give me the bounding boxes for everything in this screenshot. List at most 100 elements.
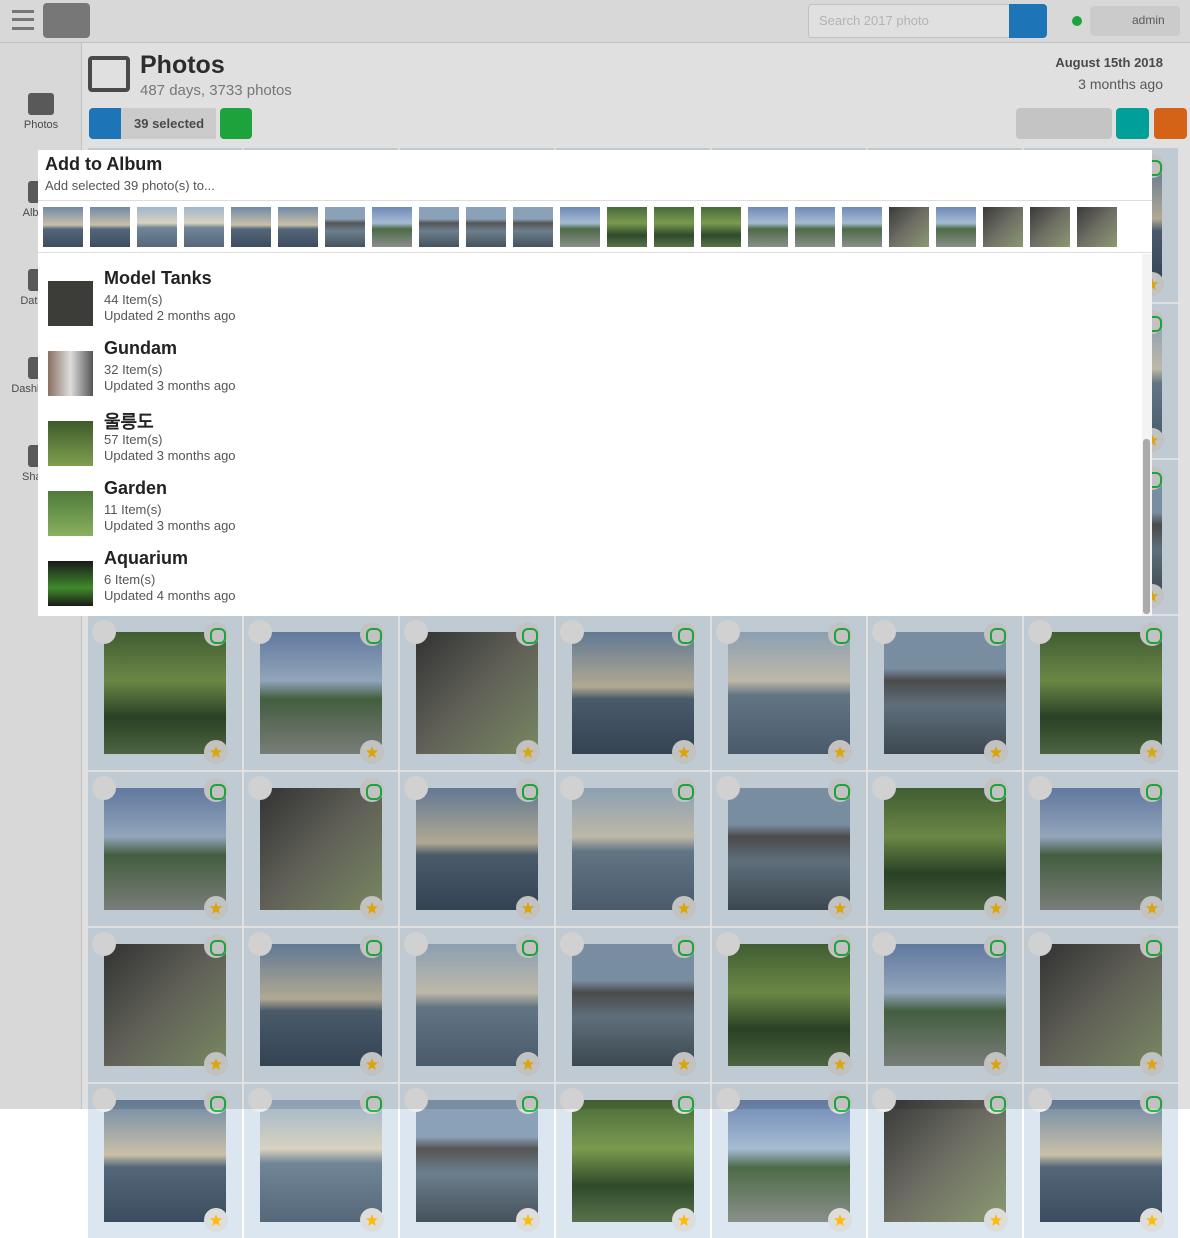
favorite-star[interactable] <box>984 740 1008 764</box>
favorite-star[interactable] <box>1140 740 1164 764</box>
sidebar-item[interactable]: Photos <box>0 93 82 131</box>
favorite-star[interactable] <box>672 896 696 920</box>
favorite-star[interactable] <box>672 1052 696 1076</box>
public-icon[interactable] <box>516 778 540 802</box>
view-toggle[interactable] <box>1016 108 1112 139</box>
photo-tile[interactable] <box>712 928 866 1082</box>
select-check[interactable] <box>248 776 272 800</box>
favorite-star[interactable] <box>1140 896 1164 920</box>
user-menu[interactable]: admin <box>1090 6 1180 36</box>
public-icon[interactable] <box>360 778 384 802</box>
album-item[interactable]: Aquarium 6 Item(s) Updated 4 months ago <box>48 548 648 618</box>
photo-tile[interactable] <box>88 928 242 1082</box>
public-icon[interactable] <box>1140 778 1164 802</box>
photo-tile[interactable] <box>1024 772 1178 926</box>
select-check[interactable] <box>872 776 896 800</box>
public-icon[interactable] <box>1140 622 1164 646</box>
select-check[interactable] <box>716 1088 740 1112</box>
select-all-button[interactable] <box>89 108 121 139</box>
photo-tile[interactable] <box>556 772 710 926</box>
select-check[interactable] <box>560 620 584 644</box>
select-check[interactable] <box>248 620 272 644</box>
logo[interactable] <box>43 3 90 38</box>
photo-tile[interactable] <box>1024 616 1178 770</box>
favorite-star[interactable] <box>360 896 384 920</box>
favorite-star[interactable] <box>204 1208 228 1232</box>
favorite-star[interactable] <box>360 740 384 764</box>
favorite-star[interactable] <box>360 1208 384 1232</box>
favorite-star[interactable] <box>204 740 228 764</box>
select-check[interactable] <box>716 932 740 956</box>
favorite-star[interactable] <box>672 1208 696 1232</box>
photo-tile[interactable] <box>712 616 866 770</box>
select-check[interactable] <box>872 1088 896 1112</box>
select-check[interactable] <box>560 932 584 956</box>
add-button[interactable] <box>1116 108 1149 139</box>
photo-tile[interactable] <box>1024 928 1178 1082</box>
favorite-star[interactable] <box>828 740 852 764</box>
public-icon[interactable] <box>204 622 228 646</box>
public-icon[interactable] <box>204 934 228 958</box>
photo-tile[interactable] <box>868 616 1022 770</box>
public-icon[interactable] <box>672 934 696 958</box>
select-check[interactable] <box>92 620 116 644</box>
album-item[interactable]: Garden 11 Item(s) Updated 3 months ago <box>48 478 648 548</box>
more-button[interactable] <box>1154 108 1187 139</box>
select-check[interactable] <box>872 620 896 644</box>
share-button[interactable] <box>220 108 252 139</box>
select-check[interactable] <box>716 620 740 644</box>
public-icon[interactable] <box>516 622 540 646</box>
select-check[interactable] <box>248 1088 272 1112</box>
select-check[interactable] <box>404 1088 428 1112</box>
favorite-star[interactable] <box>828 1052 852 1076</box>
select-check[interactable] <box>404 932 428 956</box>
photo-tile[interactable] <box>88 616 242 770</box>
select-check[interactable] <box>560 776 584 800</box>
favorite-star[interactable] <box>516 740 540 764</box>
photo-tile[interactable] <box>400 772 554 926</box>
public-icon[interactable] <box>984 778 1008 802</box>
select-check[interactable] <box>404 620 428 644</box>
public-icon[interactable] <box>672 622 696 646</box>
select-check[interactable] <box>92 932 116 956</box>
photo-tile[interactable] <box>88 772 242 926</box>
select-check[interactable] <box>716 776 740 800</box>
album-item[interactable]: Gundam 32 Item(s) Updated 3 months ago <box>48 338 648 408</box>
favorite-star[interactable] <box>1140 1052 1164 1076</box>
search-input[interactable]: Search 2017 photo <box>808 4 1010 38</box>
photo-tile[interactable] <box>244 928 398 1082</box>
favorite-star[interactable] <box>984 1208 1008 1232</box>
photo-tile[interactable] <box>556 616 710 770</box>
public-icon[interactable] <box>672 778 696 802</box>
photo-tile[interactable] <box>556 928 710 1082</box>
select-check[interactable] <box>404 776 428 800</box>
favorite-star[interactable] <box>828 896 852 920</box>
select-check[interactable] <box>1028 932 1052 956</box>
select-check[interactable] <box>1028 1088 1052 1112</box>
select-check[interactable] <box>248 932 272 956</box>
photo-tile[interactable] <box>244 616 398 770</box>
public-icon[interactable] <box>828 778 852 802</box>
public-icon[interactable] <box>984 622 1008 646</box>
public-icon[interactable] <box>984 934 1008 958</box>
favorite-star[interactable] <box>204 1052 228 1076</box>
select-check[interactable] <box>1028 776 1052 800</box>
photo-tile[interactable] <box>868 928 1022 1082</box>
photo-tile[interactable] <box>244 772 398 926</box>
favorite-star[interactable] <box>516 1052 540 1076</box>
favorite-star[interactable] <box>984 896 1008 920</box>
public-icon[interactable] <box>360 622 384 646</box>
favorite-star[interactable] <box>516 896 540 920</box>
album-item[interactable]: Model Tanks 44 Item(s) Updated 2 months ag… <box>48 268 648 338</box>
favorite-star[interactable] <box>828 1208 852 1232</box>
select-check[interactable] <box>92 776 116 800</box>
photo-tile[interactable] <box>400 928 554 1082</box>
public-icon[interactable] <box>828 934 852 958</box>
select-check[interactable] <box>92 1088 116 1112</box>
public-icon[interactable] <box>204 778 228 802</box>
public-icon[interactable] <box>516 934 540 958</box>
favorite-star[interactable] <box>516 1208 540 1232</box>
photo-tile[interactable] <box>868 772 1022 926</box>
favorite-star[interactable] <box>672 740 696 764</box>
menu-button[interactable] <box>12 10 34 30</box>
